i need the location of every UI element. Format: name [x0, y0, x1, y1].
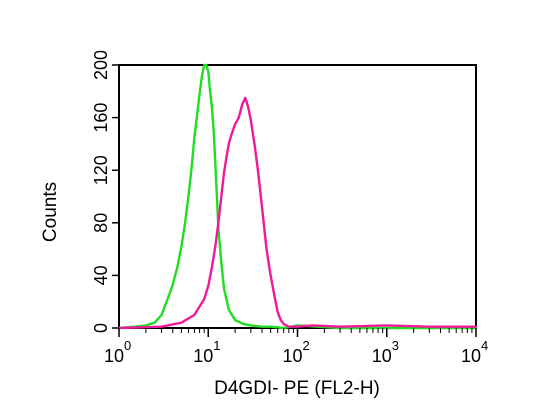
x-tick-exponent: 4 [481, 338, 488, 353]
x-tick-label: 10 [193, 346, 213, 366]
x-tick-label: 10 [372, 346, 392, 366]
y-tick-label: 200 [91, 50, 111, 80]
x-tick-label: 10 [461, 346, 481, 366]
x-tick-label: 10 [104, 346, 124, 366]
series-layer [117, 63, 478, 330]
y-axis-title: Counts [40, 182, 61, 242]
x-tick-label: 10 [282, 346, 302, 366]
series-line-2 [117, 96, 478, 330]
y-tick-label: 120 [91, 155, 111, 185]
y-tick-label: 160 [91, 103, 111, 133]
x-tick-exponent: 2 [303, 338, 310, 353]
series-line-1 [117, 63, 478, 330]
x-tick-exponent: 1 [213, 338, 220, 353]
y-tick-label: 40 [91, 265, 111, 285]
x-tick-exponent: 3 [392, 338, 399, 353]
x-axis-title: D4GDI- PE (FL2-H) [214, 378, 380, 399]
y-tick-label: 80 [91, 213, 111, 233]
y-tick-label: 0 [91, 323, 111, 333]
x-tick-exponent: 0 [124, 338, 131, 353]
